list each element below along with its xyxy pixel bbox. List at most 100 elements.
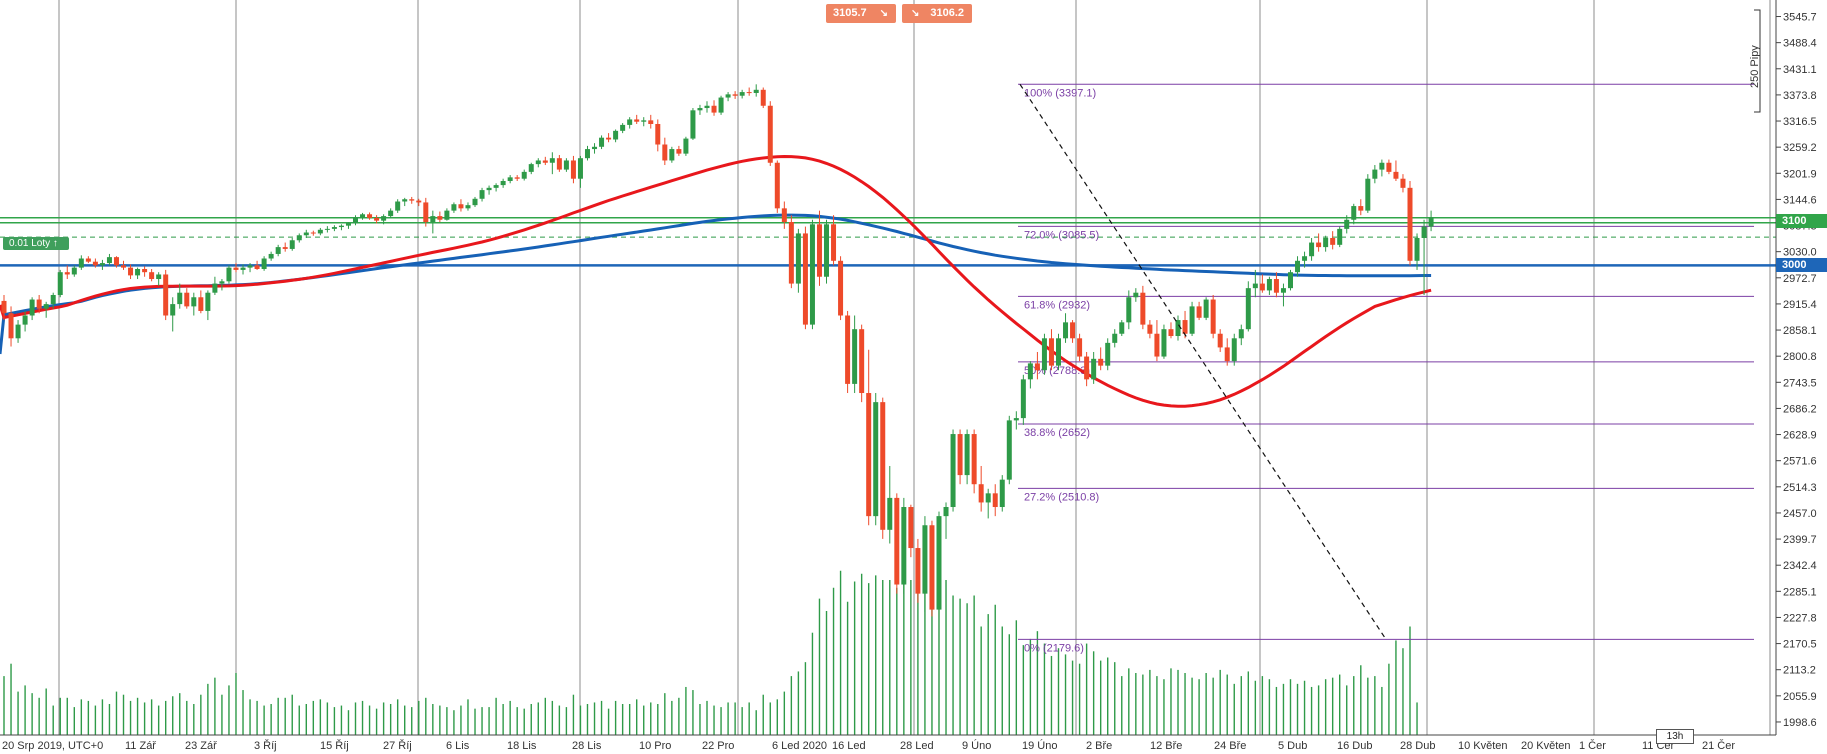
candle-body [999, 479, 1005, 508]
price-axis[interactable]: 3545.7 3488.4 3431.1 3373.8 3316.5 3259.2 3201… [1749, 0, 1817, 735]
candle-body [929, 525, 935, 610]
candle-body [1041, 338, 1047, 371]
y-tick-label: 2858.1 [1783, 325, 1817, 337]
x-tick-label: 20 Srp 2019, UTC+0 [2, 740, 103, 752]
candle-body [1063, 322, 1069, 339]
candle-body [873, 402, 879, 517]
candle-body [606, 137, 612, 140]
y-tick-label: 2514.3 [1783, 482, 1817, 494]
candle-body [486, 187, 492, 191]
candle-body [1245, 288, 1251, 330]
candle-body [662, 144, 668, 161]
fib-level-label: 100% (3397.1) [1024, 87, 1096, 99]
x-tick-label: 16 Led [832, 740, 866, 752]
ask-price-button[interactable]: ↘ 3106.2 [902, 4, 972, 23]
horizontal-levels[interactable] [0, 216, 1776, 267]
candle-body [1302, 256, 1308, 261]
lot-size-tag[interactable]: 0.01 Loty ↑ [3, 237, 69, 250]
candle-body [338, 225, 344, 228]
trend-line[interactable] [1019, 83, 1387, 640]
candle-body [816, 224, 822, 277]
time-cursor-tag: 13h [1656, 729, 1694, 744]
x-tick-label: 6 Led 2020 [772, 740, 827, 752]
x-tick-label: 9 Úno [962, 739, 991, 752]
candle-body [310, 232, 316, 234]
candle-body [1070, 322, 1076, 339]
candle-body [184, 292, 190, 307]
candle-body [57, 272, 63, 295]
x-tick-label: 24 Bře [1214, 740, 1246, 752]
candle-body [838, 260, 844, 316]
candle-body [142, 268, 148, 273]
candle-body [36, 299, 42, 309]
candle-body [1203, 299, 1209, 318]
candle-body [240, 267, 246, 270]
x-tick-label: 15 Říj [320, 739, 349, 752]
candle-body [1182, 320, 1188, 334]
candle-body [247, 265, 253, 268]
candle-body [135, 268, 141, 276]
candle-body [1196, 306, 1202, 318]
candle-body [1238, 329, 1244, 339]
volume-bars [3, 567, 1418, 735]
candle-body [1231, 338, 1237, 362]
candle-body [774, 162, 780, 209]
candle-body [472, 198, 478, 206]
candle-body [634, 119, 640, 122]
candle-body [549, 158, 555, 163]
candle-body [437, 216, 443, 220]
candle-body [753, 89, 759, 93]
level-tag-lower[interactable]: 3000 [1776, 258, 1827, 272]
candle-body [1048, 338, 1054, 366]
y-tick-label: 3316.5 [1783, 116, 1817, 128]
candle-body [950, 434, 956, 508]
x-tick-label: 11 Zář [125, 740, 156, 752]
candle-body [1330, 237, 1336, 245]
fibonacci-retracement[interactable]: 100% (3397.1) 72.0% (3085.5) 61.8% (2932) 5… [1018, 83, 1754, 654]
level-tag-upper[interactable]: 3100 [1776, 214, 1827, 228]
y-tick-label: 3373.8 [1783, 90, 1817, 102]
bid-price: 3105.7 [833, 7, 867, 19]
fib-level-label: 72.0% (3085.5) [1024, 229, 1099, 241]
candle-body [1217, 333, 1223, 348]
candle-body [1175, 320, 1181, 337]
candle-body [219, 281, 225, 284]
x-tick-label: 19 Úno [1022, 739, 1057, 752]
candle-body [845, 315, 851, 384]
y-tick-label: 2686.2 [1783, 403, 1817, 415]
bid-price-button[interactable]: 3105.7 ↘ [826, 4, 896, 23]
candle-body [1259, 283, 1265, 291]
candle-body [1119, 322, 1125, 334]
candle-body [15, 324, 21, 339]
candle-body [282, 247, 288, 249]
candle-body [809, 224, 815, 325]
candle-body [317, 229, 323, 234]
y-tick-label: 2743.5 [1783, 377, 1817, 389]
candle-body [831, 224, 837, 261]
candle-body [1316, 242, 1322, 248]
candle-body [683, 138, 689, 154]
candle-body [1414, 237, 1420, 261]
candle-body [156, 274, 162, 280]
candle-body [465, 205, 471, 209]
candle-body [1140, 292, 1146, 325]
candle-body [964, 434, 970, 476]
candle-body [1280, 288, 1286, 293]
candle-body [908, 507, 914, 549]
vertical-gridlines [58, 0, 1771, 735]
candle-body [613, 130, 619, 140]
candle-body [64, 272, 70, 275]
time-axis[interactable]: 20 Srp 2019, UTC+0 11 Zář 23 Zář 3 Říj 15 Ří… [0, 734, 1776, 752]
candle-body [303, 232, 309, 236]
ask-price: 3106.2 [930, 7, 964, 19]
candle-body [254, 265, 260, 269]
candle-body [149, 272, 155, 280]
candle-body [212, 283, 218, 293]
x-tick-label: 10 Květen [1458, 740, 1508, 752]
y-tick-label: 2055.9 [1783, 691, 1817, 703]
candle-body [78, 258, 84, 268]
candle-body [887, 497, 893, 530]
candle-body [1126, 297, 1132, 323]
candle-body [451, 204, 457, 211]
